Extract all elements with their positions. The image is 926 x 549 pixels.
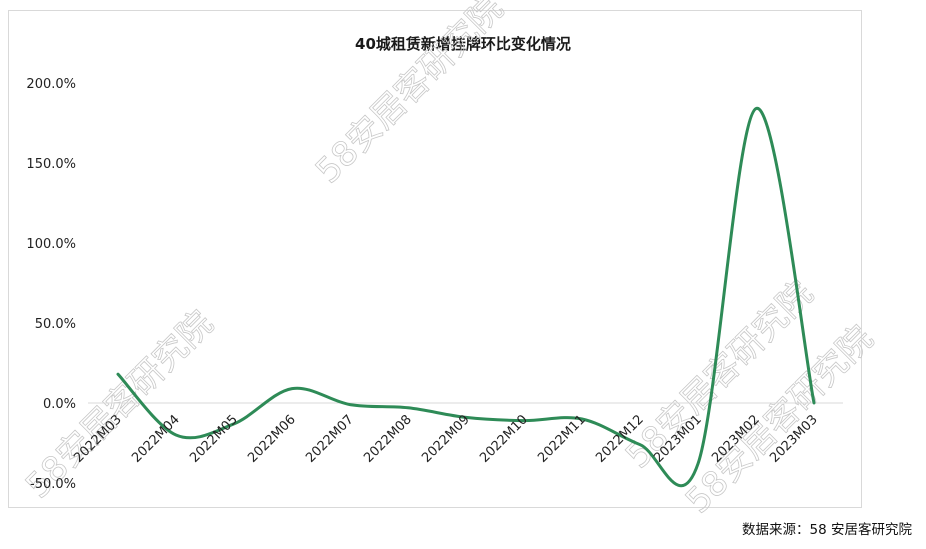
x-tick-label: 2022M05 xyxy=(187,412,241,466)
y-axis-tick-labels: 200.0% 150.0% 100.0% 50.0% 0.0% -50.0% xyxy=(26,77,76,492)
y-tick-label: 100.0% xyxy=(26,237,76,252)
chart-title: 40城租赁新增挂牌环比变化情况 xyxy=(355,35,571,53)
y-tick-label: 0.0% xyxy=(43,397,76,412)
source-note: 数据来源：58 安居客研究院 xyxy=(742,522,912,538)
y-tick-label: -50.0% xyxy=(30,477,76,492)
watermark-text: 58安居客研究院 xyxy=(308,0,511,191)
series-line xyxy=(116,107,816,488)
x-tick-label: 2022M06 xyxy=(245,412,299,466)
y-tick-label: 50.0% xyxy=(35,317,76,332)
x-tick-label: 2022M07 xyxy=(303,412,357,466)
series-lines xyxy=(116,107,816,488)
y-tick-label: 150.0% xyxy=(26,157,76,172)
chart-frame xyxy=(8,10,862,508)
y-tick-label: 200.0% xyxy=(26,77,76,92)
x-tick-label: 2022M09 xyxy=(419,412,473,466)
x-tick-label: 2022M08 xyxy=(361,412,415,466)
